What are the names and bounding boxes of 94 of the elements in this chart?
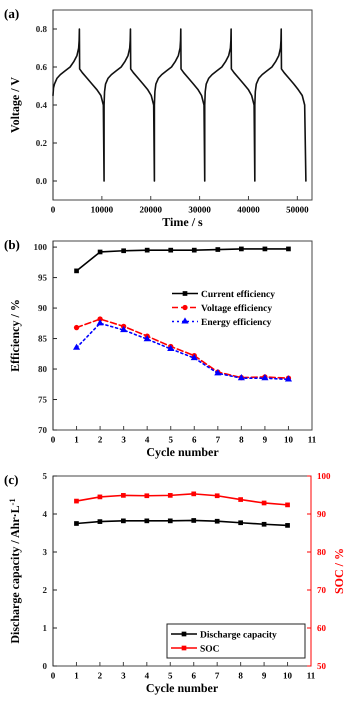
legend-label: Voltage efficiency [201,304,272,314]
x-tick-label: 20000 [139,204,162,214]
y2-tick-label: 60 [317,622,326,633]
x-tick-label: 4 [144,670,150,680]
y-tick-label: 100 [34,242,48,252]
text: (b) [4,237,20,252]
y-tick-label: 2 [42,584,48,595]
legend-label: Current efficiency [201,290,276,300]
point [168,248,174,252]
y2-tick-label: 50 [317,660,326,671]
x-tick-label: 10 [283,670,293,680]
x-tick-label: 4 [144,434,150,444]
y2-tick-label: 100 [317,470,331,481]
x-axis-title: Time / s [162,215,204,229]
point [144,335,151,342]
point [74,498,79,504]
point [238,497,243,502]
point [168,493,173,498]
x-tick-label: 9 [262,670,267,680]
point [192,248,197,252]
point [285,502,290,508]
y-tick-label: 0.2 [36,138,48,148]
y-tick-label: 75 [38,394,48,404]
point [144,248,150,252]
x-tick-label: 0 [50,434,56,444]
x-tick-label: 11 [306,670,316,680]
x-tick-label: 3 [121,434,126,444]
y-tick-label: 90 [38,302,48,313]
x-tick-label: 2 [98,670,103,680]
x-tick-label: 7 [216,434,221,444]
y-tick-label: 70 [38,424,48,435]
line-series [52,28,307,182]
x-tick-label: 0 [50,670,56,680]
x-tick-label: 30000 [188,204,212,214]
y-tick-label: 5 [42,470,48,481]
x-tick-label: 10 [284,434,294,444]
y-tick-label: 4 [42,508,48,519]
x-tick-label: 6 [192,434,198,444]
x-tick-label: 5 [168,434,174,444]
x-tick-label: 10000 [90,204,114,214]
text: (a) [4,6,20,21]
legend-label: Energy efficiency [201,318,272,328]
y2-tick-label: 70 [317,584,326,595]
legend-label: SOC [200,644,220,654]
point [98,250,102,254]
y-axis-title: Voltage / V [8,76,22,134]
y-tick-label: 0.8 [36,24,48,34]
point [121,493,126,498]
y-tick-label: 0 [42,660,48,671]
point [96,319,104,326]
y-tick-label: 80 [38,364,48,374]
x-tick-label: 40000 [237,204,260,214]
point [214,493,220,498]
y-tick-label: 0.0 [36,176,48,186]
x-tick-label: 0 [50,204,56,214]
y2-tick-label: 90 [317,508,326,519]
x-tick-label: 2 [98,434,103,444]
x-axis-title: Cycle number [146,681,219,695]
y2-tick-label: 80 [317,546,326,557]
x-tick-label: 5 [168,670,174,680]
x-tick-label: 8 [238,670,244,680]
x-tick-label: 50000 [286,204,310,214]
y-tick-label: 85 [38,333,48,344]
x-tick-label: 7 [214,670,220,680]
x-tick-label: 6 [191,670,196,680]
point [72,344,80,350]
point [239,246,244,252]
y-axis-title: Efficiency / % [8,299,22,372]
y2-axis-title: SOC / % [332,548,346,594]
x-tick-label: 8 [239,434,244,444]
y-tick-label: 0.6 [36,62,48,72]
point [120,326,128,332]
y-tick-label: 0.4 [36,100,48,110]
point [262,246,268,252]
legend-label: Discharge capacity [200,630,278,640]
point [121,248,126,254]
y-tick-label: 1 [42,622,48,633]
x-tick-label: 1 [74,434,80,444]
point [74,324,80,330]
point [262,500,266,506]
x-tick-label: 9 [262,434,268,444]
x-tick-label: 3 [121,670,126,680]
text: (c) [4,472,18,487]
point [286,246,291,252]
point [215,247,220,252]
x-tick-label: 11 [308,434,317,444]
x-tick-label: 1 [74,670,80,680]
point [98,494,102,500]
y-tick-label: 95 [38,272,48,282]
x-axis-title: Cycle number [146,445,220,459]
point [74,268,79,274]
point [144,493,150,498]
y-tick-label: 3 [42,546,48,557]
point [191,492,196,496]
